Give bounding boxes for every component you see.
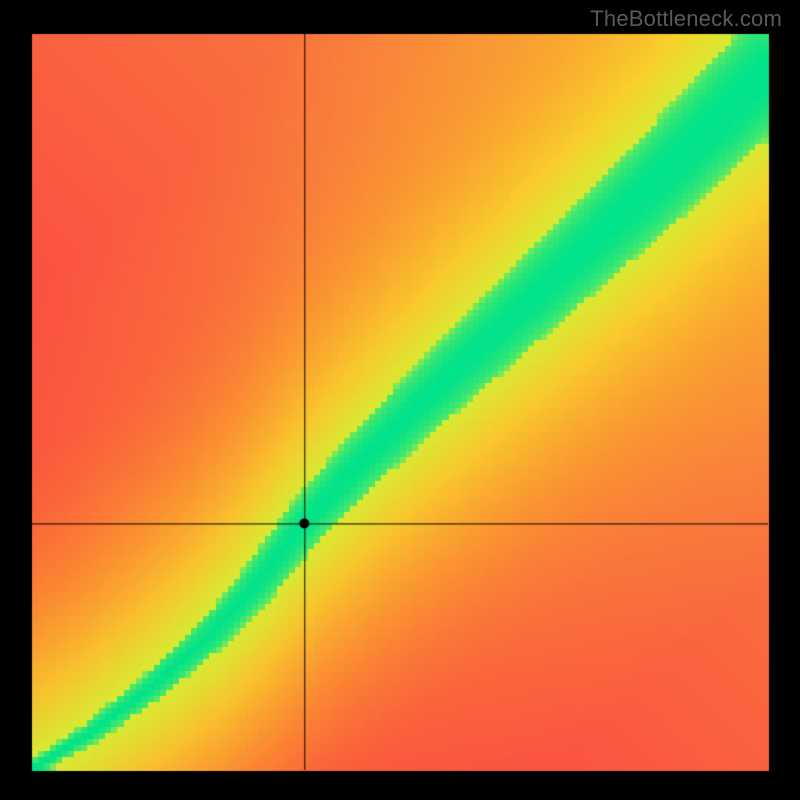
chart-container: TheBottleneck.com	[0, 0, 800, 800]
heatmap-canvas	[0, 0, 800, 800]
watermark-text: TheBottleneck.com	[590, 6, 782, 32]
